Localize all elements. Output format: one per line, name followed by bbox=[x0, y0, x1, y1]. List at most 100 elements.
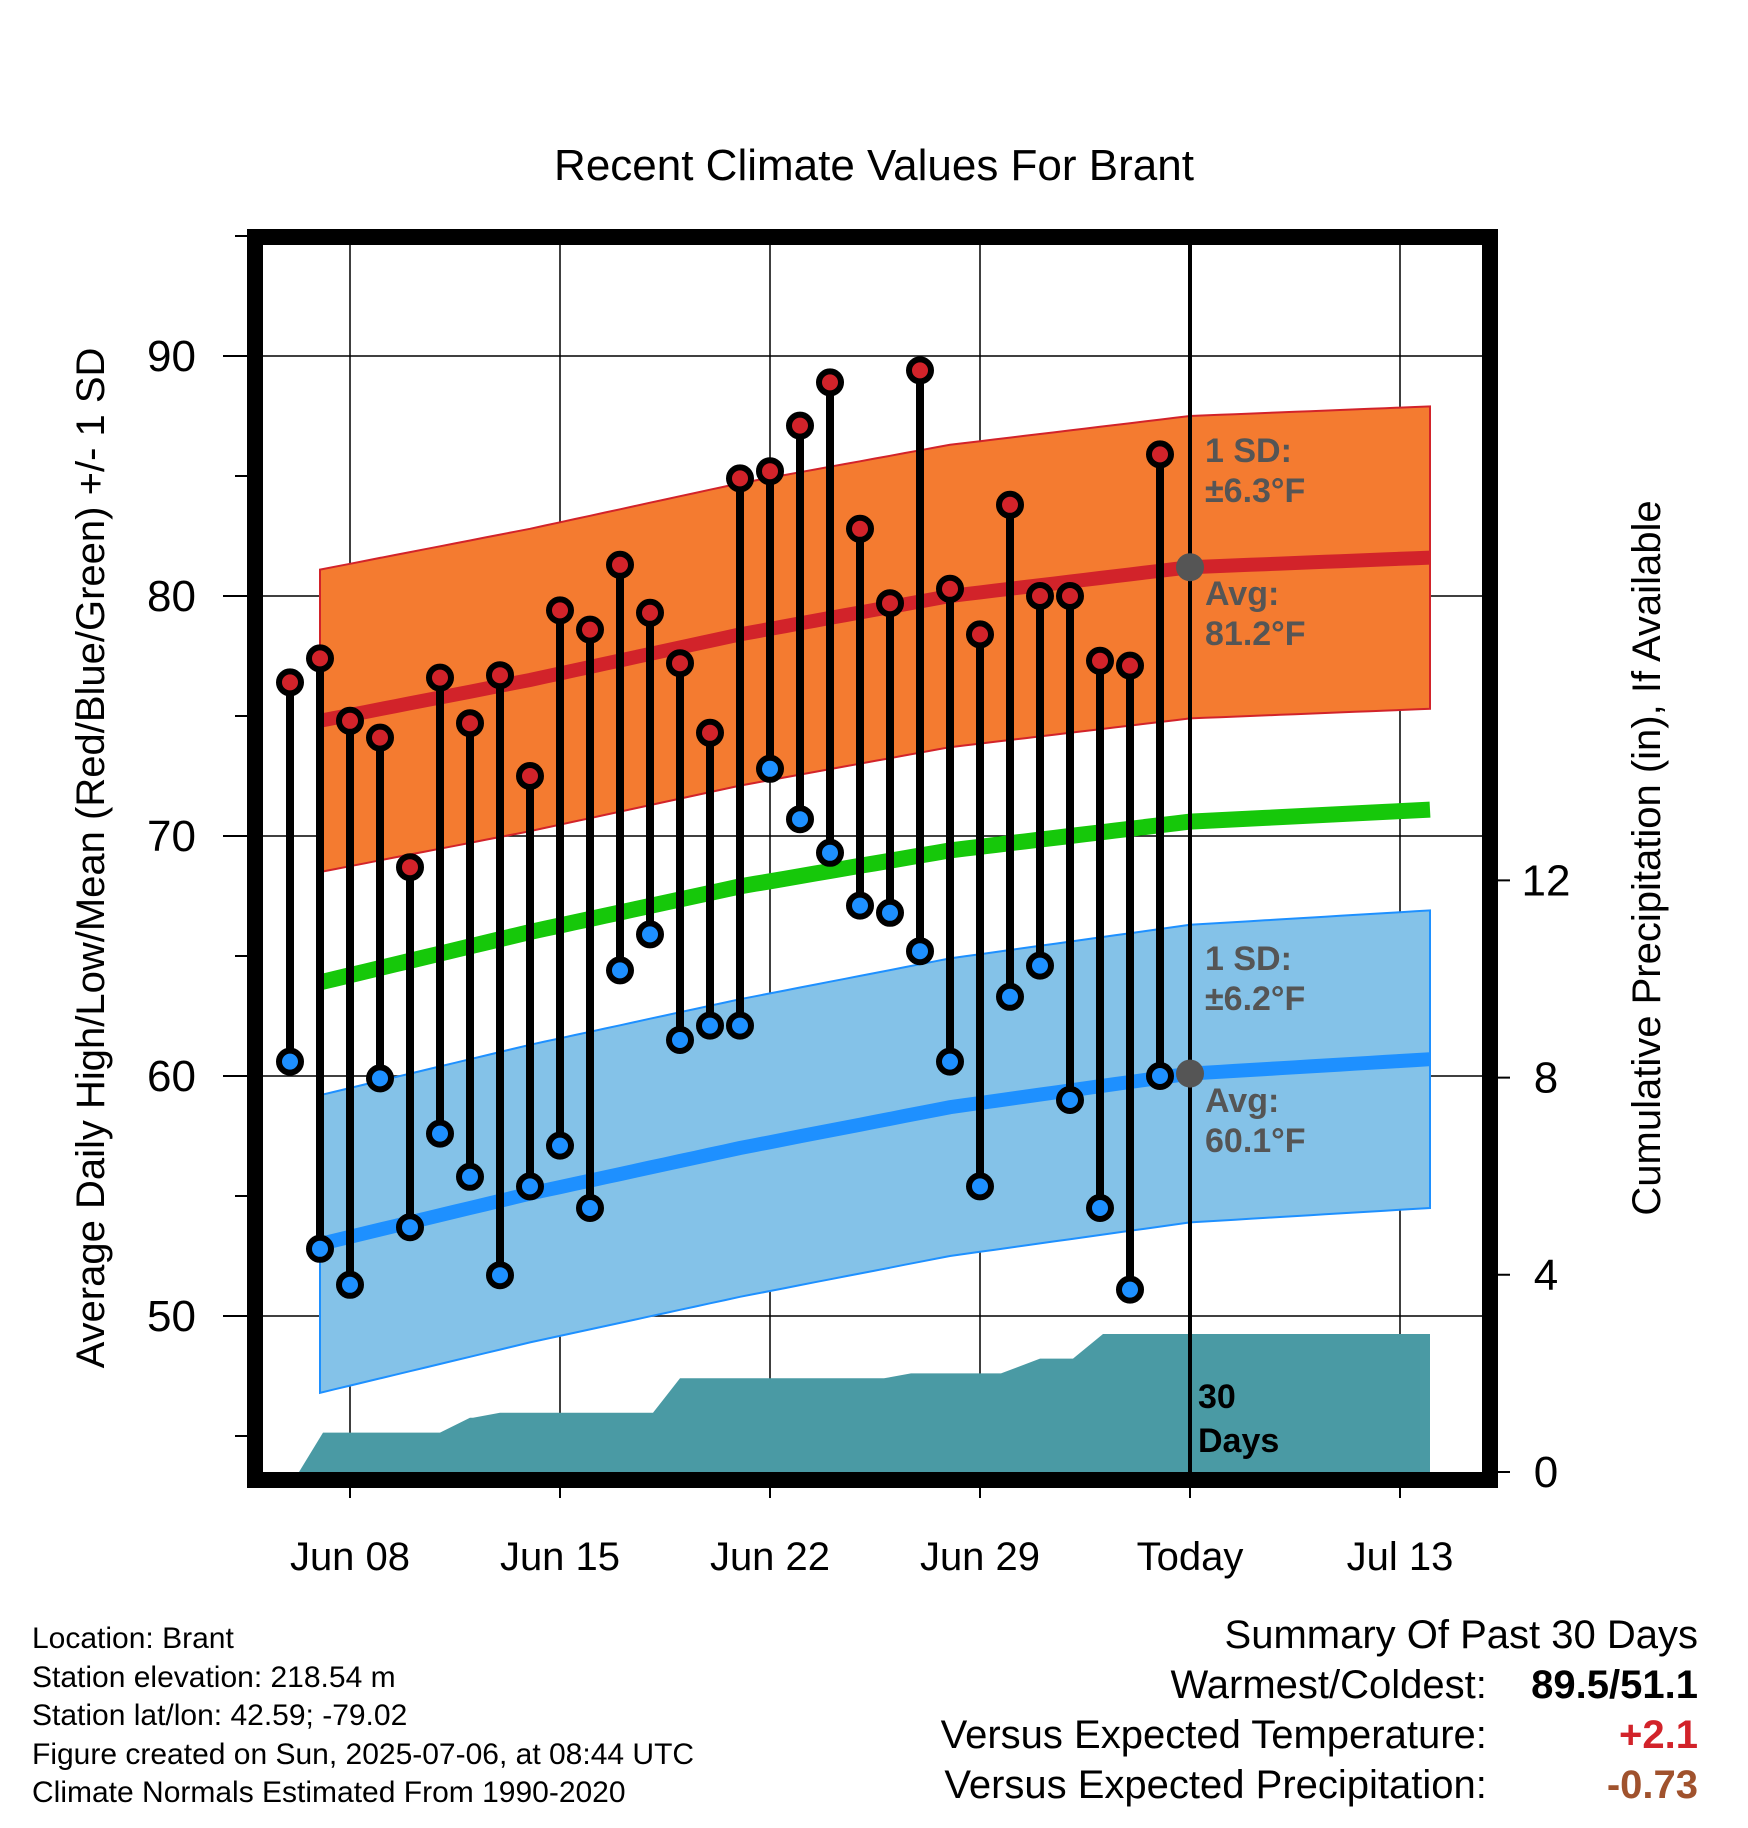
high-sd-label-0: 1 SD: bbox=[1205, 432, 1292, 470]
obs-low-10 bbox=[576, 1194, 604, 1222]
temp-label: Versus Expected Temperature: bbox=[940, 1713, 1487, 1757]
obs-high-18 bbox=[816, 368, 844, 397]
latlon-text: Station lat/lon: 42.59; -79.02 bbox=[32, 1699, 408, 1732]
low-avg-label-0: Avg: bbox=[1205, 1082, 1279, 1120]
obs-low-26 bbox=[1056, 1086, 1084, 1114]
xtick-label-1: Jun 15 bbox=[500, 1535, 620, 1579]
obs-low-16 bbox=[756, 754, 784, 783]
today-low-avg-dot bbox=[1176, 1059, 1204, 1088]
obs-high-17 bbox=[786, 411, 814, 440]
ptick-label-3: 12 bbox=[1522, 856, 1571, 905]
obs-low-20 bbox=[876, 898, 904, 927]
obs-low-2 bbox=[336, 1270, 364, 1299]
warmest-label: Warmest/Coldest: bbox=[1170, 1663, 1487, 1707]
obs-low-18 bbox=[816, 838, 844, 867]
obs-low-0 bbox=[276, 1047, 304, 1076]
obs-low-5 bbox=[426, 1119, 454, 1148]
obs-low-14 bbox=[696, 1011, 724, 1040]
high-avg-label-1: 81.2°F bbox=[1205, 615, 1306, 653]
plot-frame bbox=[247, 229, 1498, 1488]
obs-high-19 bbox=[846, 514, 874, 543]
warmest-row: Warmest/Coldest: 89.5/51.1 bbox=[798, 1660, 1699, 1710]
obs-high-9 bbox=[546, 596, 574, 625]
obs-high-21 bbox=[906, 356, 934, 385]
obs-low-11 bbox=[606, 956, 634, 985]
xtick-label-3: Jun 29 bbox=[920, 1535, 1040, 1579]
obs-high-16 bbox=[756, 457, 784, 486]
obs-low-19 bbox=[846, 891, 874, 920]
precip-label: Versus Expected Precipitation: bbox=[944, 1763, 1487, 1807]
obs-low-12 bbox=[636, 920, 664, 949]
obs-high-25 bbox=[1026, 582, 1054, 610]
obs-low-29 bbox=[1146, 1062, 1174, 1090]
precip-row: Versus Expected Precipitation: -0.73 bbox=[798, 1760, 1698, 1810]
obs-low-24 bbox=[996, 982, 1024, 1011]
today-high-avg-dot bbox=[1176, 553, 1204, 582]
precip-value: -0.73 bbox=[1606, 1763, 1698, 1807]
elevation-text: Station elevation: 218.54 m bbox=[32, 1660, 396, 1694]
precip-label-1: Days bbox=[1198, 1422, 1279, 1460]
obs-high-12 bbox=[636, 598, 664, 627]
low-sd-label-0: 1 SD: bbox=[1205, 940, 1292, 978]
low-sd-label-1: ±6.2°F bbox=[1205, 980, 1305, 1018]
obs-high-27 bbox=[1086, 646, 1114, 675]
x-axis-title: Day bbox=[838, 1597, 909, 1600]
summary-panel: Summary Of Past 30 Days Warmest/Coldest:… bbox=[798, 1610, 1698, 1810]
obs-low-23 bbox=[966, 1172, 994, 1201]
ptick-label-2: 8 bbox=[1534, 1054, 1558, 1103]
temp-row: Versus Expected Temperature: +2.1 bbox=[798, 1710, 1698, 1760]
obs-high-14 bbox=[696, 718, 724, 747]
ytick-label-0: 50 bbox=[147, 1292, 196, 1341]
created-text: Figure created on Sun, 2025-07-06, at 08… bbox=[32, 1737, 695, 1771]
warmest-value: 89.5/51.1 bbox=[1531, 1663, 1698, 1707]
obs-low-7 bbox=[486, 1261, 514, 1290]
obs-high-29 bbox=[1146, 440, 1174, 469]
obs-high-6 bbox=[456, 709, 484, 738]
obs-low-22 bbox=[936, 1047, 964, 1076]
obs-high-7 bbox=[486, 661, 514, 690]
ptick-label-0: 0 bbox=[1534, 1448, 1558, 1497]
precip-label-group: 30 Days bbox=[1198, 1378, 1279, 1460]
obs-low-3 bbox=[366, 1064, 394, 1093]
precip-area bbox=[299, 1334, 1430, 1472]
ptick-label-1: 4 bbox=[1534, 1251, 1558, 1300]
temp-value: +2.1 bbox=[1619, 1713, 1698, 1757]
station-info: Location: Brant Station elevation: 218.5… bbox=[32, 1620, 694, 1813]
obs-low-9 bbox=[546, 1131, 574, 1160]
y-axis-title-right: Cumulative Precipitation (in), If Availa… bbox=[1625, 500, 1669, 1215]
obs-high-5 bbox=[426, 663, 454, 692]
obs-high-26 bbox=[1056, 582, 1084, 610]
obs-high-24 bbox=[996, 490, 1024, 519]
y-axis-title-left: Average Daily High/Low/Mean (Red/Blue/Gr… bbox=[69, 348, 113, 1369]
precip-label-0: 30 bbox=[1198, 1378, 1236, 1416]
obs-high-3 bbox=[366, 723, 394, 752]
xtick-label-2: Jun 22 bbox=[710, 1535, 830, 1579]
obs-high-22 bbox=[936, 574, 964, 603]
chart-title: Recent Climate Values For Brant bbox=[554, 141, 1194, 190]
low-sd-band bbox=[319, 909, 1431, 1395]
obs-high-2 bbox=[336, 706, 364, 735]
obs-low-21 bbox=[906, 937, 934, 966]
obs-low-27 bbox=[1086, 1194, 1114, 1222]
obs-high-0 bbox=[276, 668, 304, 697]
obs-high-4 bbox=[396, 853, 424, 882]
obs-low-13 bbox=[666, 1026, 694, 1054]
xtick-label-4: Today bbox=[1137, 1535, 1244, 1579]
obs-high-15 bbox=[726, 464, 754, 493]
ytick-label-1: 60 bbox=[147, 1052, 196, 1101]
obs-low-8 bbox=[516, 1172, 544, 1201]
mean-avg-line bbox=[318, 801, 1431, 991]
obs-low-1 bbox=[306, 1234, 334, 1263]
obs-high-11 bbox=[606, 550, 634, 579]
obs-high-1 bbox=[306, 644, 334, 673]
obs-low-6 bbox=[456, 1162, 484, 1191]
high-avg-label-0: Avg: bbox=[1205, 575, 1279, 613]
obs-low-4 bbox=[396, 1213, 424, 1242]
ytick-label-4: 90 bbox=[147, 332, 196, 381]
ytick-label-3: 80 bbox=[147, 572, 196, 621]
obs-high-10 bbox=[576, 615, 604, 644]
location-text: Location: Brant bbox=[32, 1622, 234, 1655]
